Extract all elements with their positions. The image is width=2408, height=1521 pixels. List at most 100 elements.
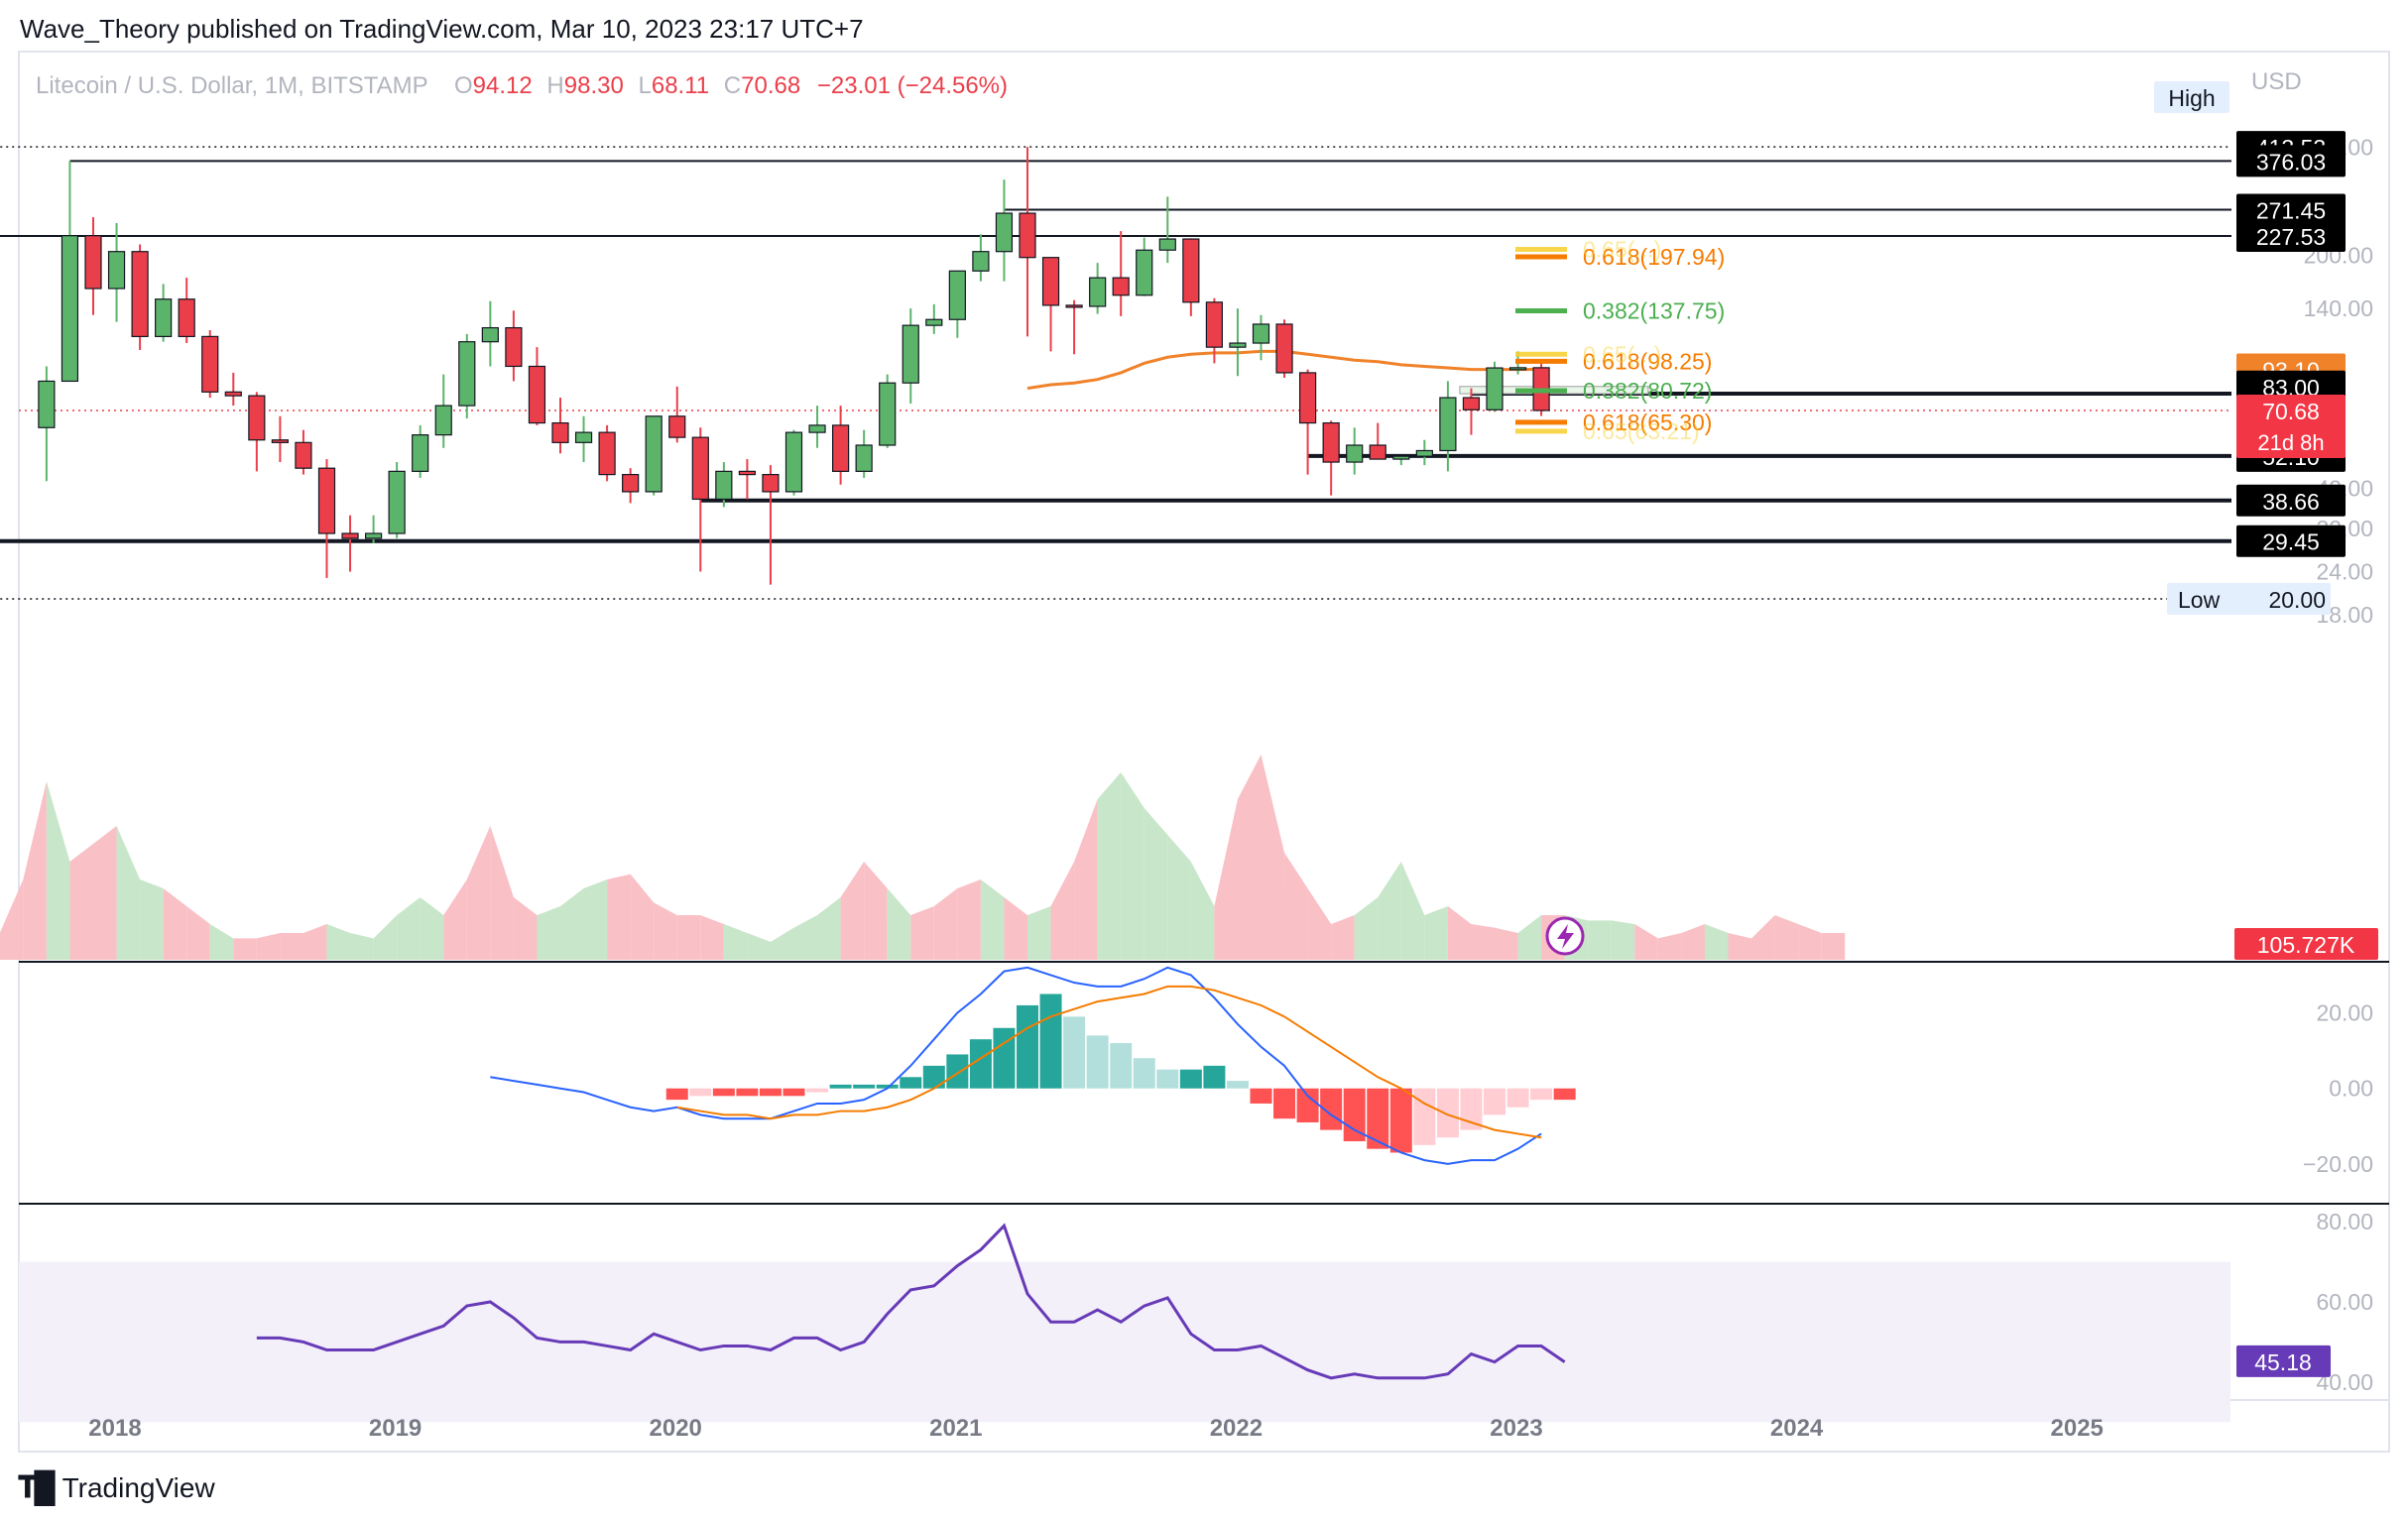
candle-body xyxy=(574,431,593,443)
volume-area-segment xyxy=(840,862,865,960)
candle-body xyxy=(622,474,640,493)
candle-body xyxy=(1369,444,1386,460)
candle-body xyxy=(201,335,219,393)
fib-level-label: 0.65(63.21) xyxy=(1583,418,1700,444)
close-value: 70.68 xyxy=(741,72,800,99)
currency-label: USD xyxy=(2251,68,2302,95)
fib-level-label: 0.382(80.72) xyxy=(1583,378,1712,404)
macd-histogram-bar xyxy=(1179,1069,1202,1089)
countdown-text: 21d 8h xyxy=(2257,430,2324,455)
chart-frame xyxy=(18,51,2390,1453)
rsi-value-tag-text: 45.18 xyxy=(2254,1349,2312,1375)
volume-area-segment xyxy=(46,781,70,960)
volume-area-segment xyxy=(326,924,351,960)
candle-body xyxy=(902,324,919,384)
high-value: 98.30 xyxy=(564,72,624,99)
macd-histogram-bar xyxy=(1553,1088,1576,1101)
candle-body xyxy=(107,251,126,290)
volume-area-segment xyxy=(186,906,210,960)
fib-level-label: 0.618(98.25) xyxy=(1583,348,1712,374)
volume-area-segment xyxy=(1751,915,1775,960)
volume-area-segment xyxy=(233,938,257,960)
time-tick-label: 2025 xyxy=(2051,1415,2104,1442)
volume-area-segment xyxy=(676,915,701,960)
macd-histogram-bar xyxy=(853,1084,876,1089)
candle-body xyxy=(505,326,523,368)
volume-area-segment xyxy=(1144,808,1168,960)
macd-histogram-bar xyxy=(736,1088,759,1097)
fib-level-label: 0.618(197.94) xyxy=(1583,244,1725,270)
candle-body xyxy=(784,431,803,493)
candle-body xyxy=(948,270,966,320)
volume-area-segment xyxy=(513,897,538,960)
volume-area-segment xyxy=(1331,915,1355,960)
macd-histogram-bar xyxy=(829,1084,852,1089)
volume-area-segment xyxy=(1495,927,1518,960)
volume-area-segment xyxy=(256,933,281,960)
macd-histogram-bar xyxy=(1296,1088,1319,1122)
volume-area-segment xyxy=(302,924,327,960)
macd-histogram-bar xyxy=(1133,1058,1155,1089)
candle-body xyxy=(271,439,289,443)
macd-histogram-bar xyxy=(783,1088,805,1097)
volume-area-segment xyxy=(1657,933,1682,960)
volume-area-segment xyxy=(1821,933,1846,960)
rsi-line xyxy=(256,1223,1566,1380)
candle-body xyxy=(1041,257,1060,306)
macd-tick-label: −20.00 xyxy=(2303,1151,2373,1177)
candle-body xyxy=(762,474,780,493)
candle-body xyxy=(317,467,336,534)
fib-level-label: 0.382(137.75) xyxy=(1583,298,1725,324)
candle-body xyxy=(1019,212,1036,259)
volume-area-segment xyxy=(209,924,234,960)
macd-tick-label: 20.00 xyxy=(2316,1000,2373,1026)
volume-area-segment xyxy=(933,888,958,960)
tradingview-footer[interactable]: 𝐓█ TradingView xyxy=(18,1471,215,1505)
rsi-tick-label: 80.00 xyxy=(2316,1209,2373,1234)
volume-area-segment xyxy=(1027,906,1051,960)
price-pane: 0.618(197.94)0.65(...)0.382(137.75)0.618… xyxy=(0,146,2231,600)
volume-area-segment xyxy=(373,915,398,960)
candle-body xyxy=(1275,323,1293,374)
volume-area-segment xyxy=(793,915,818,960)
volume-area-segment xyxy=(537,906,560,960)
volume-area-segment xyxy=(583,879,608,960)
candle-body xyxy=(1112,277,1130,296)
volume-area-segment xyxy=(1728,933,1752,960)
candle-body xyxy=(972,251,990,272)
volume-area-segment xyxy=(116,826,141,960)
macd-histogram-bar xyxy=(876,1084,899,1089)
candle-body xyxy=(645,415,662,493)
time-tick-label: 2023 xyxy=(1490,1415,1542,1442)
volume-area-segment xyxy=(910,906,934,960)
candle-body xyxy=(551,421,569,443)
volume-area-segment xyxy=(1378,862,1401,960)
candle-body xyxy=(1136,249,1153,296)
macd-histogram-bar xyxy=(1039,994,1062,1089)
volume-area-segment xyxy=(1471,924,1495,960)
candle-body xyxy=(178,298,195,337)
volume-area-segment xyxy=(630,874,655,960)
price-axis[interactable]: 413.00200.00140.0042.0032.0024.0018.0041… xyxy=(1545,81,2378,1395)
volume-area-segment xyxy=(1634,924,1658,960)
candle-body xyxy=(1205,301,1224,348)
candle-body xyxy=(528,365,546,424)
candle-body xyxy=(412,434,429,472)
candle-body xyxy=(668,415,686,438)
macd-histogram-bar xyxy=(1017,1004,1038,1089)
volume-area-segment xyxy=(69,844,93,960)
candle-body xyxy=(84,235,102,290)
macd-histogram-bar xyxy=(1530,1088,1553,1101)
volume-area-segment xyxy=(93,826,117,960)
level-price-tag xyxy=(2236,145,2346,177)
macd-histogram-bar xyxy=(969,1039,992,1089)
volume-area-segment xyxy=(280,933,303,960)
time-axis[interactable]: 2018 2019 2020 2021 2022 2023 2024 2025 xyxy=(88,1415,2104,1442)
candle-body xyxy=(691,436,709,501)
level-price-tag-text: 376.03 xyxy=(2256,149,2326,175)
macd-histogram-bar xyxy=(712,1088,735,1097)
candle-body xyxy=(388,470,406,534)
candle-body xyxy=(1415,449,1433,457)
volume-area-segment xyxy=(420,897,444,960)
